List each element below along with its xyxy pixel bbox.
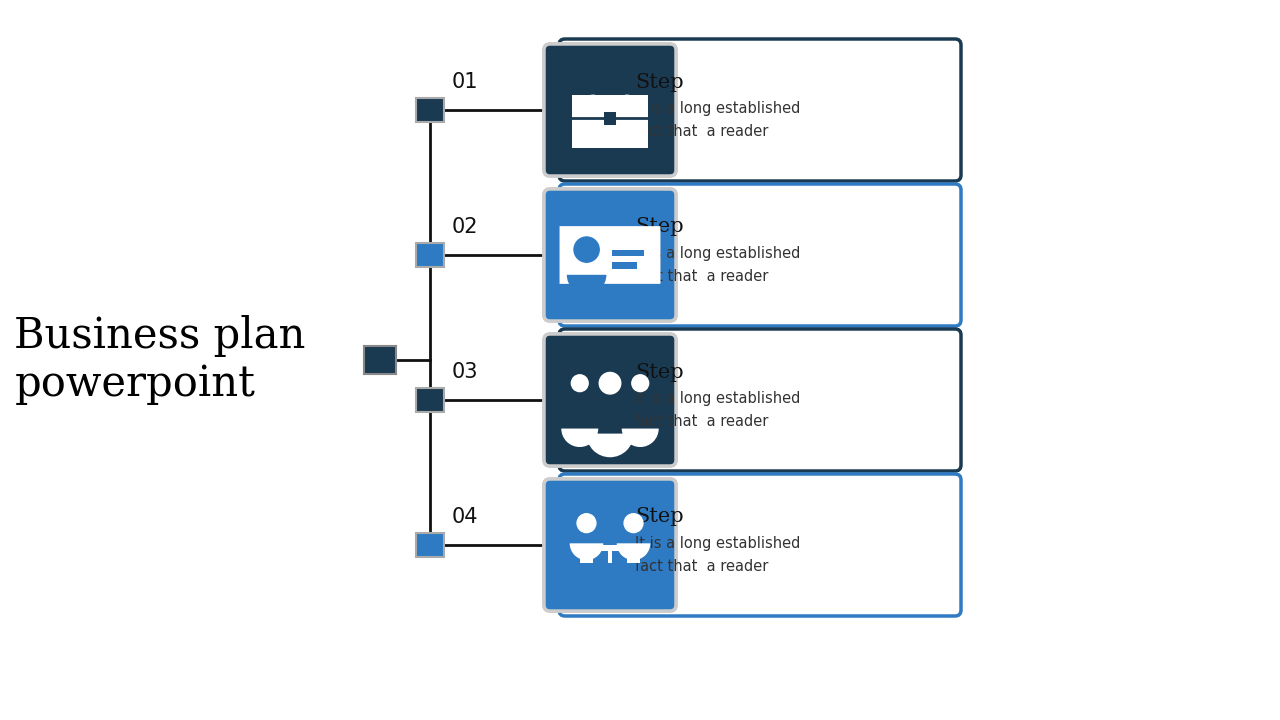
FancyBboxPatch shape [559,184,961,326]
Circle shape [573,237,599,262]
Text: 02: 02 [452,217,479,237]
Wedge shape [570,544,603,560]
FancyBboxPatch shape [416,243,444,267]
Text: It is a long established
fact that  a reader: It is a long established fact that a rea… [635,392,800,428]
FancyBboxPatch shape [572,94,649,148]
Text: Step: Step [635,73,684,91]
Wedge shape [617,544,650,560]
Text: Step: Step [635,508,684,526]
Text: 01: 01 [452,72,479,92]
Wedge shape [586,433,634,457]
FancyBboxPatch shape [544,334,676,466]
Circle shape [599,372,621,394]
Text: 03: 03 [452,362,479,382]
FancyBboxPatch shape [559,329,961,471]
FancyBboxPatch shape [559,474,961,616]
FancyBboxPatch shape [544,189,676,321]
FancyBboxPatch shape [416,533,444,557]
FancyBboxPatch shape [590,545,630,551]
Text: It is a long established
fact that  a reader: It is a long established fact that a rea… [635,102,800,138]
FancyBboxPatch shape [544,479,676,611]
FancyBboxPatch shape [544,479,676,611]
Wedge shape [622,428,659,447]
FancyBboxPatch shape [612,262,637,269]
Circle shape [632,375,649,392]
FancyBboxPatch shape [559,226,660,284]
FancyBboxPatch shape [544,44,676,176]
Wedge shape [567,275,607,294]
FancyBboxPatch shape [604,112,616,125]
Circle shape [577,514,596,533]
FancyBboxPatch shape [559,39,961,181]
Text: Step: Step [635,217,684,236]
Text: Step: Step [635,362,684,382]
FancyBboxPatch shape [580,549,593,564]
FancyBboxPatch shape [544,44,676,176]
Wedge shape [561,428,598,447]
FancyBboxPatch shape [416,98,444,122]
Circle shape [625,514,643,533]
Text: It is a long established
fact that  a reader: It is a long established fact that a rea… [635,246,800,284]
Text: 04: 04 [452,507,479,527]
Text: It is a long established
fact that  a reader: It is a long established fact that a rea… [635,536,800,574]
FancyBboxPatch shape [612,250,644,256]
Text: Business plan
powerpoint: Business plan powerpoint [14,315,306,405]
FancyBboxPatch shape [544,189,676,321]
FancyBboxPatch shape [544,334,676,466]
FancyBboxPatch shape [364,346,396,374]
Circle shape [571,375,589,392]
FancyBboxPatch shape [627,549,640,564]
FancyBboxPatch shape [416,388,444,412]
FancyBboxPatch shape [608,551,612,563]
